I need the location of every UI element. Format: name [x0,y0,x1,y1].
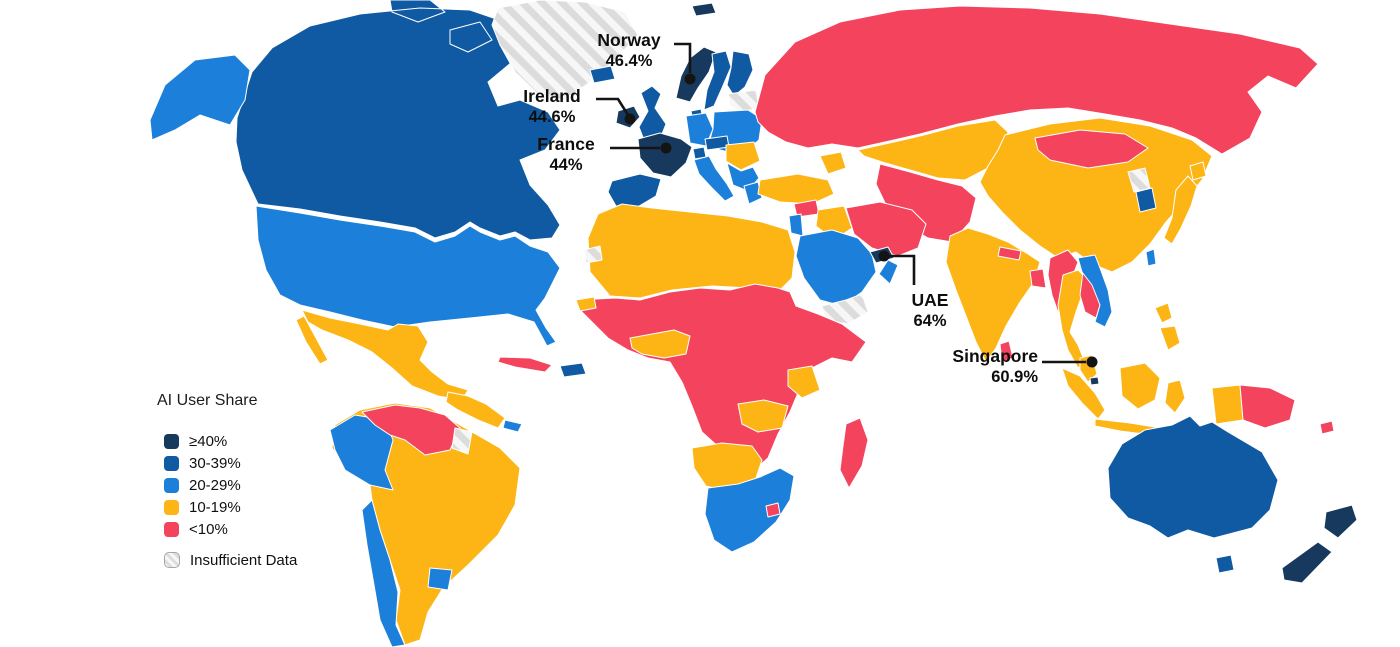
annotation-leader-lines [596,42,1098,368]
leader-dot-france [660,142,672,154]
region-greenland [491,0,639,101]
region-senegal [575,296,597,312]
region-switzerland [692,146,707,160]
region-finland [726,50,754,97]
legend-title: AI User Share [157,392,258,409]
region-south_korea [1135,187,1157,213]
region-mexico [295,309,469,401]
region-dominican_republic [559,362,587,378]
region-zambia [737,399,789,433]
legend-item-ge40: ≥40% [164,430,297,452]
region-india [945,227,1041,363]
region-oman [878,259,899,285]
region-kenya [787,365,821,399]
region-venezuela [361,404,461,456]
region-iran [845,201,927,257]
region-italy [693,155,735,202]
leader-dot-ireland [624,113,636,125]
map-legend: AI User Share ≥40% 30-39% 20-29% 10-19% … [157,392,297,571]
region-greece [743,181,763,205]
legend-item-20-29: 20-29% [164,474,297,496]
region-alaska [149,54,251,141]
region-turkey [757,173,835,205]
region-sri_lanka [999,340,1014,363]
leader-line-norway [674,42,692,73]
region-vietnam [1077,254,1113,328]
legend-label: <10% [189,520,228,538]
region-singapore [1089,376,1100,386]
region-canada [235,0,561,241]
legend-swatch-ge40 [164,433,179,449]
region-south_africa [704,467,795,553]
leader-line-ireland [596,97,630,116]
legend-item-10-19: 10-19% [164,496,297,518]
region-north_africa [587,203,796,299]
region-taiwan [1145,248,1157,267]
region-iceland [589,65,616,84]
region-uk [638,85,667,141]
region-china [979,117,1213,273]
region-nigeria_ghana [629,329,691,359]
region-png_east [1239,384,1296,429]
legend-item-30-39: 30-39% [164,452,297,474]
region-north_korea [1127,167,1151,193]
legend-label: 20-29% [189,476,241,494]
leader-dot-norway [684,73,696,85]
region-levant [788,213,804,237]
region-chile [361,499,406,647]
region-romania_hungary [725,141,761,171]
legend-label: 10-19% [189,498,241,516]
region-austria [704,135,730,151]
legend-item-insufficient: Insufficient Data [164,549,297,571]
region-germany [685,112,714,147]
legend-swatch-lt10 [164,521,179,537]
region-fiji [1319,420,1335,435]
region-png_west [1211,384,1244,425]
region-madagascar [839,417,869,489]
region-cuba [497,356,553,373]
region-baltics [727,89,760,113]
leader-dot-singapore [1086,356,1098,368]
leader-dot-uae [878,250,890,262]
region-usa [255,205,561,347]
region-guyanas [451,427,473,455]
region-nepal [997,246,1022,261]
legend-label: Insufficient Data [190,551,298,569]
legend-swatch-20-29 [164,477,179,493]
leader-line-uae [884,254,916,285]
region-sumatra [1061,367,1106,420]
legend-item-lt10: <10% [164,518,297,540]
region-panama [502,419,523,433]
region-norway [675,46,717,103]
region-mongolia [1034,129,1149,169]
region-lesotho [765,502,781,518]
region-uruguay [427,567,453,591]
region-philippines [1154,302,1181,351]
region-iberia [607,173,662,210]
region-sulawesi [1164,379,1186,414]
region-caucasus [819,151,847,175]
region-australia [1107,415,1279,574]
region-saudi_arabia [795,229,877,307]
region-japan [1163,161,1207,245]
legend-swatch-30-39 [164,455,179,471]
legend-label: 30-39% [189,454,241,472]
region-central_america [445,391,506,429]
legend-swatch-insufficient [164,552,180,568]
region-svalbard [691,2,717,17]
map-regions [149,0,1358,647]
region-russia [754,5,1319,155]
legend-swatch-10-19 [164,499,179,515]
region-borneo [1119,362,1161,410]
region-new_zealand [1281,504,1358,584]
region-bangladesh [1029,268,1047,289]
region-france [637,132,693,178]
region-sweden [703,50,732,111]
legend-label: ≥40% [189,432,228,450]
region-western_sahara [583,245,603,264]
